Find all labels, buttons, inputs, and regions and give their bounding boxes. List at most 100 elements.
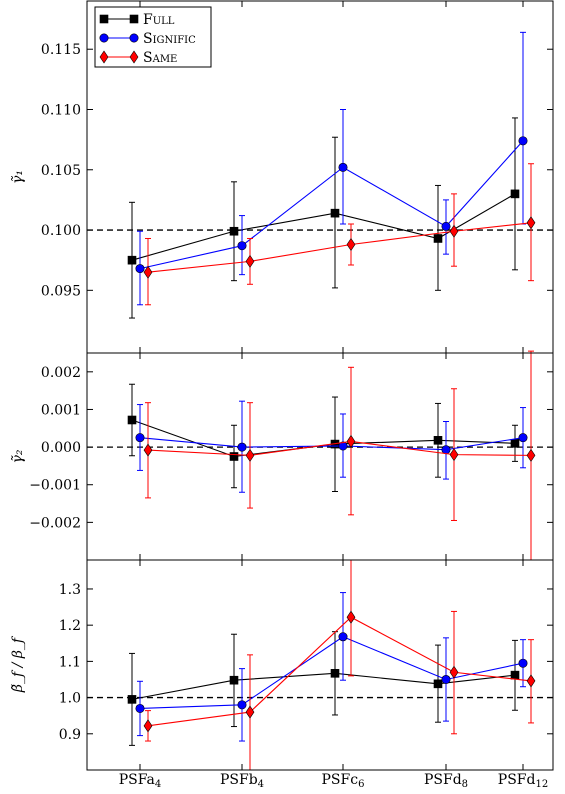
data-point — [526, 216, 536, 230]
data-point — [510, 189, 520, 199]
x-tick-label: PSFb4 — [220, 772, 264, 790]
y-tick-label: −0.001 — [29, 478, 81, 494]
legend-marker — [99, 33, 109, 43]
y-tick-label: 0.105 — [41, 163, 81, 179]
panel-2: −0.002 −0.001 0.000 0.001 0.002 γ̃₂ — [10, 350, 554, 561]
data-point — [143, 265, 153, 279]
y-tick-label: 1.1 — [59, 654, 81, 670]
x-tick-label: PSFd8 — [424, 772, 468, 790]
data-point — [330, 669, 340, 678]
x-tick-label: PSFa4 — [119, 772, 162, 790]
legend-marker — [129, 33, 139, 43]
data-point — [518, 658, 528, 668]
series-signific — [135, 592, 528, 742]
series-full — [127, 117, 520, 319]
x-tick-labels: PSFa4 PSFb4 PSFc6 PSFd8 PSFd12 — [119, 772, 548, 790]
y-tick-label: 0.095 — [41, 283, 81, 299]
data-point — [127, 415, 137, 425]
data-point — [433, 234, 443, 243]
series-full — [127, 631, 520, 746]
y-tick-label: 0.115 — [41, 42, 81, 58]
y-tick-label: 0.110 — [41, 102, 81, 118]
data-point — [526, 448, 536, 462]
y-axis-label: β̃_f / β_f — [10, 635, 26, 693]
data-point — [510, 439, 520, 448]
series-same — [143, 559, 536, 771]
series-line — [131, 419, 516, 458]
data-point — [127, 695, 137, 704]
y-tick-label: −0.002 — [29, 515, 81, 531]
x-tick-label: PSFd12 — [498, 772, 548, 790]
series-line — [131, 193, 516, 261]
legend-marker — [129, 14, 139, 24]
data-point — [441, 674, 451, 684]
data-point — [245, 705, 255, 719]
data-point — [338, 162, 348, 172]
data-point — [449, 224, 459, 238]
data-point — [237, 700, 247, 710]
y-tick-label: 0.000 — [41, 440, 81, 456]
y-tick-label: 1.0 — [59, 691, 81, 707]
data-point — [526, 674, 536, 688]
series-same — [143, 350, 536, 561]
data-point — [338, 441, 348, 451]
series-signific — [135, 400, 528, 493]
legend-marker — [99, 14, 109, 24]
data-point — [449, 448, 459, 462]
panel-3: 0.9 1.0 1.1 1.2 1.3 β̃_f / β_f — [10, 559, 554, 771]
data-point — [229, 675, 239, 685]
legend-item-signific: Signific — [99, 31, 196, 47]
chart-panels: 0.095 0.100 0.105 0.110 0.115 γ̃₁ −0.002 −0.001… — [10, 0, 554, 771]
data-point — [433, 436, 443, 445]
y-tick-label: 1.2 — [59, 618, 81, 634]
y-axis-label: γ̃₁ — [10, 170, 26, 184]
legend-item-same: Same — [99, 50, 177, 66]
series-same — [143, 163, 536, 306]
legend-marker — [129, 50, 139, 64]
y-tick-label: 0.002 — [41, 365, 81, 381]
data-point — [441, 221, 451, 231]
data-point — [518, 433, 528, 443]
legend-label: Same — [143, 50, 177, 66]
legend-item-full: Full — [99, 12, 175, 28]
data-point — [135, 703, 145, 713]
data-point — [433, 679, 443, 689]
data-point — [135, 433, 145, 443]
y-tick-label: 0.9 — [59, 727, 81, 743]
y-axis-label: γ̃₂ — [10, 449, 26, 463]
legend-label: Full — [143, 12, 175, 28]
legend-marker — [99, 50, 109, 64]
data-point — [346, 434, 356, 448]
data-point — [135, 264, 145, 274]
data-point — [237, 241, 247, 251]
x-tick-label: PSFc6 — [322, 772, 365, 790]
data-point — [229, 226, 239, 236]
data-point — [127, 255, 137, 265]
y-tick-label: 0.001 — [41, 402, 81, 418]
series-line — [139, 140, 524, 270]
data-point — [143, 443, 153, 457]
data-point — [510, 670, 520, 680]
y-tick-label: 1.3 — [59, 582, 81, 598]
data-point — [245, 448, 255, 462]
panel-frame — [86, 559, 554, 771]
data-point — [449, 665, 459, 679]
legend-label: Signific — [143, 31, 196, 47]
panel-1: 0.095 0.100 0.105 0.110 0.115 γ̃₁ — [10, 0, 554, 354]
panel-frame — [86, 352, 554, 561]
series-line — [147, 616, 532, 727]
legend: Full Signific Same — [94, 6, 212, 68]
data-point — [245, 254, 255, 268]
data-point — [143, 719, 153, 733]
data-point — [518, 136, 528, 146]
data-point — [237, 442, 247, 452]
series-signific — [135, 31, 528, 306]
data-point — [229, 452, 239, 461]
data-point — [346, 610, 356, 624]
data-point — [330, 208, 340, 218]
data-point — [346, 237, 356, 252]
series-full — [127, 383, 520, 493]
y-tick-label: 0.100 — [41, 223, 81, 239]
data-point — [338, 632, 348, 642]
